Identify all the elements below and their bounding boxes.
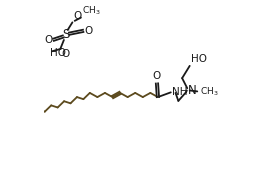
Text: CH$_3$: CH$_3$ xyxy=(200,85,218,98)
Text: CH$_3$: CH$_3$ xyxy=(82,4,100,17)
Text: NH: NH xyxy=(172,87,187,97)
Text: O: O xyxy=(73,11,81,21)
Text: N: N xyxy=(188,84,196,97)
Text: O: O xyxy=(153,71,161,81)
Text: HO: HO xyxy=(191,54,207,64)
Text: O: O xyxy=(44,35,53,45)
Text: O: O xyxy=(61,49,70,59)
Text: HO: HO xyxy=(50,48,66,58)
Text: O: O xyxy=(84,26,92,36)
Text: S: S xyxy=(63,28,70,41)
